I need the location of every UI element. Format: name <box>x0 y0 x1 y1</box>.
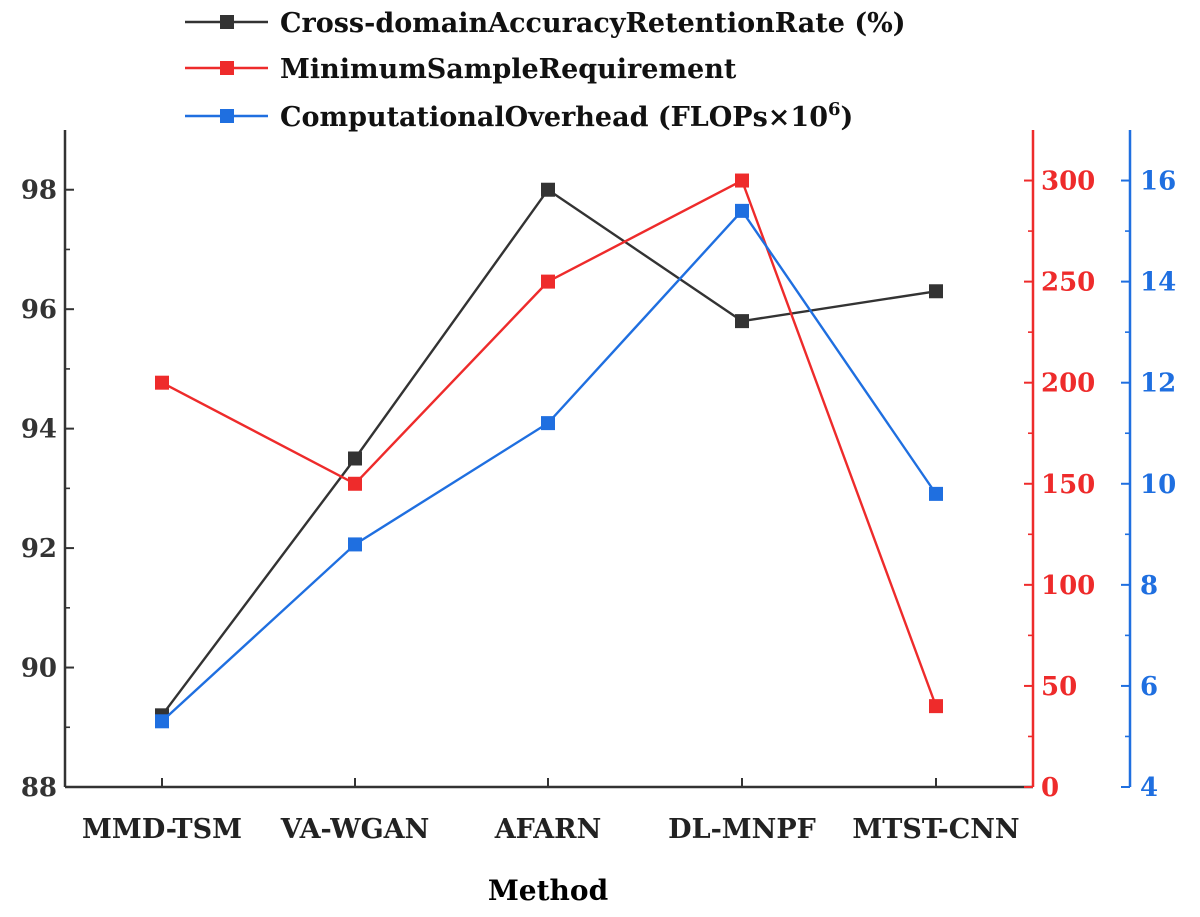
data-point <box>541 274 555 289</box>
left-tick-label: 92 <box>21 534 57 564</box>
right-axis-2-tick-label: 6 <box>1140 672 1158 702</box>
x-tick-label: VA-WGAN <box>280 814 430 845</box>
right-axis-1-tick-label: 200 <box>1041 369 1095 399</box>
x-tick-label: MTST-CNN <box>852 814 1019 845</box>
data-point <box>541 182 555 197</box>
left-tick-label: 90 <box>21 654 57 684</box>
x-tick-label: DL-MNPF <box>668 814 816 845</box>
right-axis-1-tick-label: 150 <box>1041 470 1095 500</box>
axes-layer: 88 90 92 94 96 98 0 50 100 150 200 250 300 4 6 8 10 12 14 1… <box>21 130 1176 845</box>
left-tick-label: 94 <box>21 415 57 445</box>
left-tick-label: 88 <box>21 773 57 803</box>
data-point <box>348 537 362 552</box>
right-axis-2-tick-label: 16 <box>1140 167 1176 197</box>
legend-marker <box>220 61 234 75</box>
right-axis-1-tick-label: 0 <box>1041 773 1059 803</box>
legend-entry-3: ComputationalOverhead (FLOPs×106) <box>185 99 853 133</box>
right-axis-1-tick-label: 100 <box>1041 571 1095 601</box>
right-axis-1-tick-label: 50 <box>1041 672 1077 702</box>
data-point <box>348 476 362 491</box>
data-point <box>735 203 749 218</box>
legend-label: ComputationalOverhead (FLOPs×106) <box>280 99 853 133</box>
series-3 <box>155 203 943 729</box>
legend-entry-2: MinimumSampleRequirement <box>185 54 737 85</box>
data-point <box>155 714 169 729</box>
legend-label: MinimumSampleRequirement <box>280 54 737 85</box>
legend-label: Cross-domainAccuracyRetentionRate (%) <box>280 8 906 39</box>
right-axis-2-tick-label: 14 <box>1140 268 1176 298</box>
left-tick-label: 98 <box>21 176 57 206</box>
x-tick-label: MMD-TSM <box>82 814 242 845</box>
data-point <box>735 173 749 188</box>
data-point <box>735 314 749 329</box>
x-tick-label: AFARN <box>494 814 602 845</box>
right-axis-2-tick-label: 10 <box>1140 470 1176 500</box>
data-point <box>929 699 943 714</box>
data-point <box>929 284 943 299</box>
data-point <box>348 451 362 466</box>
right-axis-1-tick-label: 300 <box>1041 167 1095 197</box>
left-tick-label: 96 <box>21 295 57 325</box>
right-axis-2-tick-label: 8 <box>1140 571 1158 601</box>
legend-entry-1: Cross-domainAccuracyRetentionRate (%) <box>185 8 906 39</box>
data-point <box>155 375 169 390</box>
legend-marker <box>220 15 234 29</box>
series-line <box>161 178 938 707</box>
series-1 <box>155 182 943 723</box>
x-axis-title: Method <box>488 874 608 907</box>
series-layer <box>155 173 943 729</box>
legend-marker <box>220 109 234 123</box>
data-point <box>929 486 943 501</box>
data-point <box>541 416 555 431</box>
legend: Cross-domainAccuracyRetentionRate (%) Min… <box>185 8 906 133</box>
right-axis-1-tick-label: 250 <box>1041 268 1095 298</box>
series-line <box>161 188 937 717</box>
series-2 <box>155 173 943 714</box>
right-axis-2-tick-label: 12 <box>1140 369 1176 399</box>
right-axis-2-tick-label: 4 <box>1140 773 1158 803</box>
